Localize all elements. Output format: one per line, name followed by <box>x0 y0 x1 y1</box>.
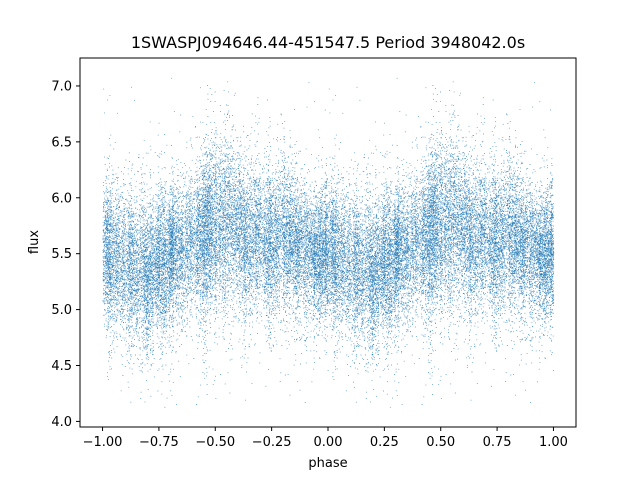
x-tick-label: −0.75 <box>139 435 179 450</box>
plot-area-frame <box>79 57 577 428</box>
x-tick-label: −0.25 <box>252 435 292 450</box>
x-tick-label: −0.50 <box>195 435 235 450</box>
scatter-point-group <box>102 93 555 396</box>
y-tick-label: 7.0 <box>51 79 72 94</box>
y-tick-label: 4.5 <box>51 359 72 374</box>
y-tick-label: 5.0 <box>51 303 72 318</box>
y-tick-label: 4.0 <box>51 415 72 430</box>
x-tick-label: 0.75 <box>483 435 512 450</box>
x-tick-label: 0.00 <box>314 435 343 450</box>
x-axis-label: phase <box>308 456 347 471</box>
x-tick-label: 0.25 <box>370 435 399 450</box>
y-tick-label: 6.0 <box>51 191 72 206</box>
y-axis: 4.0 4.5 5.0 5.5 6.0 6.5 7.0 <box>51 79 80 430</box>
x-axis: −1.00 −0.75 −0.50 −0.25 0.00 0.25 0.50 0.75 1.00 <box>83 427 568 450</box>
x-tick-label: −1.00 <box>83 435 123 450</box>
x-tick-label: 0.50 <box>426 435 455 450</box>
chart-title: 1SWASPJ094646.44-451547.5 Period 3948042… <box>131 33 525 52</box>
y-tick-label: 5.5 <box>51 247 72 262</box>
y-axis-label: flux <box>27 230 42 254</box>
scatter-point-group <box>102 87 555 403</box>
x-tick-label: 1.00 <box>539 435 568 450</box>
y-tick-label: 6.5 <box>51 135 72 150</box>
scatter-points <box>102 77 555 408</box>
